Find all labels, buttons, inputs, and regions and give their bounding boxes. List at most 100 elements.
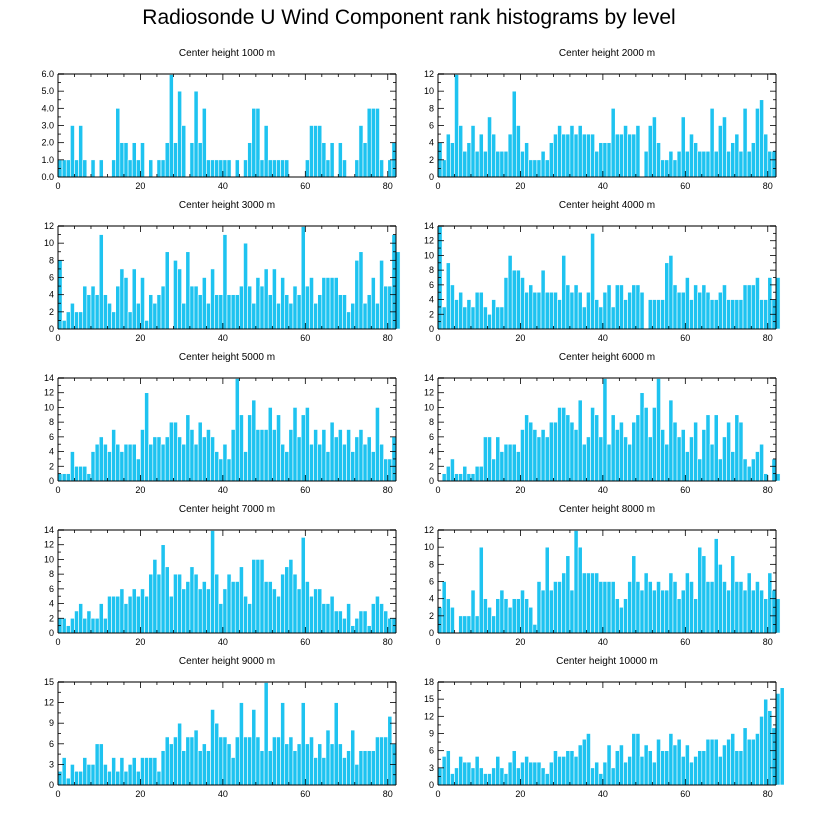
histogram-bar — [569, 750, 575, 786]
histogram-bar — [495, 598, 501, 634]
histogram-bar — [573, 756, 579, 786]
histogram-bar — [267, 294, 273, 330]
x-tick-label: 60 — [680, 789, 690, 799]
histogram-bar — [598, 306, 604, 330]
histogram-bar — [276, 302, 281, 330]
histogram-bar — [672, 159, 678, 178]
histogram-bar — [234, 294, 240, 330]
histogram-bar — [74, 770, 79, 786]
y-tick-label: 12 — [424, 69, 434, 79]
histogram-bar — [288, 429, 294, 482]
x-tick-label: 80 — [763, 485, 773, 495]
histogram-bar — [65, 777, 71, 786]
histogram-bar — [705, 291, 711, 330]
histogram-bar — [483, 436, 488, 482]
histogram-bar — [503, 277, 509, 330]
histogram-bar — [775, 598, 781, 634]
histogram-bar — [516, 269, 521, 330]
x-tick-label: 80 — [383, 333, 393, 343]
histogram-bar — [536, 291, 542, 330]
histogram-bar — [548, 421, 554, 482]
histogram-bar — [193, 90, 199, 178]
histogram-bar — [218, 736, 224, 786]
histogram-bar — [548, 589, 554, 634]
histogram-bar — [210, 268, 215, 330]
x-tick-label: 80 — [763, 637, 773, 647]
x-tick-label: 20 — [135, 789, 145, 799]
histogram-bar — [226, 159, 232, 178]
histogram-bar — [676, 436, 682, 482]
histogram-bar — [218, 294, 224, 330]
x-tick-label: 20 — [515, 181, 525, 191]
x-tick-label: 0 — [435, 181, 440, 191]
y-tick-label: 12 — [44, 698, 54, 708]
histogram-bar — [366, 436, 372, 482]
histogram-bar — [358, 125, 364, 178]
histogram-bar — [507, 133, 513, 178]
x-tick-label: 60 — [300, 789, 310, 799]
histogram-bar — [222, 234, 228, 330]
histogram-bar — [309, 277, 314, 330]
histogram-bar — [218, 458, 224, 482]
histogram-bar — [540, 269, 546, 330]
histogram-bar — [74, 311, 79, 330]
histogram-bar — [598, 436, 604, 482]
y-tick-label: 15 — [44, 677, 54, 687]
histogram-bar — [168, 421, 174, 482]
histogram-bar — [606, 284, 612, 330]
histogram-bar — [243, 242, 248, 330]
histogram-bar — [548, 142, 554, 178]
histogram-bar — [136, 770, 141, 786]
histogram-bar — [487, 116, 492, 178]
histogram-bar — [366, 294, 372, 330]
histogram-bar — [383, 285, 389, 330]
histogram-bar — [366, 108, 372, 178]
histogram-bar — [230, 581, 236, 634]
histogram-bar — [177, 722, 182, 786]
y-tick-label: 2 — [49, 613, 54, 623]
histogram-bar — [288, 736, 294, 786]
histogram-bar — [98, 159, 104, 178]
panel-7: Center height 7000 m 0 20 40 60 80 0 2 4 6 8 10 12 14 — [44, 504, 397, 647]
histogram-bar — [590, 407, 595, 482]
histogram-bar — [206, 302, 211, 330]
panel-title: Center height 4000 m — [559, 200, 655, 211]
histogram-bar — [586, 572, 591, 634]
histogram-bar — [767, 572, 773, 634]
histogram-bar — [610, 306, 616, 330]
histogram-bar — [598, 773, 604, 786]
histogram-bar — [156, 294, 162, 330]
histogram-bar — [263, 581, 269, 634]
histogram-bar — [201, 436, 207, 482]
histogram-bar — [767, 150, 773, 178]
histogram-bar — [462, 465, 468, 482]
y-tick-label: 6 — [429, 432, 434, 442]
histogram-bar — [267, 750, 273, 786]
y-tick-label: 4 — [429, 295, 434, 305]
x-tick-label: 20 — [135, 485, 145, 495]
histogram-bar — [528, 761, 534, 786]
histogram-bar — [623, 436, 628, 482]
histogram-bar — [474, 615, 480, 634]
histogram-bar — [276, 736, 281, 786]
histogram-bar — [375, 302, 380, 330]
histogram-bar — [358, 429, 364, 482]
histogram-bar — [107, 302, 112, 330]
histogram-bar — [565, 133, 571, 178]
histogram-bar — [639, 589, 645, 634]
histogram-bar — [305, 407, 310, 482]
histogram-bar — [267, 407, 273, 482]
histogram-bar — [272, 268, 277, 330]
histogram-bar — [548, 291, 554, 330]
histogram-bar — [709, 299, 715, 330]
histogram-bar — [763, 598, 769, 634]
histogram-bar — [354, 764, 360, 786]
histogram-bar — [148, 443, 154, 482]
histogram-bar — [458, 756, 464, 786]
histogram-bar — [272, 588, 277, 634]
histogram-bar — [672, 284, 678, 330]
y-tick-label: 6 — [49, 432, 54, 442]
histogram-bar — [759, 589, 764, 634]
histogram-bar — [685, 451, 690, 482]
x-tick-label: 20 — [515, 333, 525, 343]
